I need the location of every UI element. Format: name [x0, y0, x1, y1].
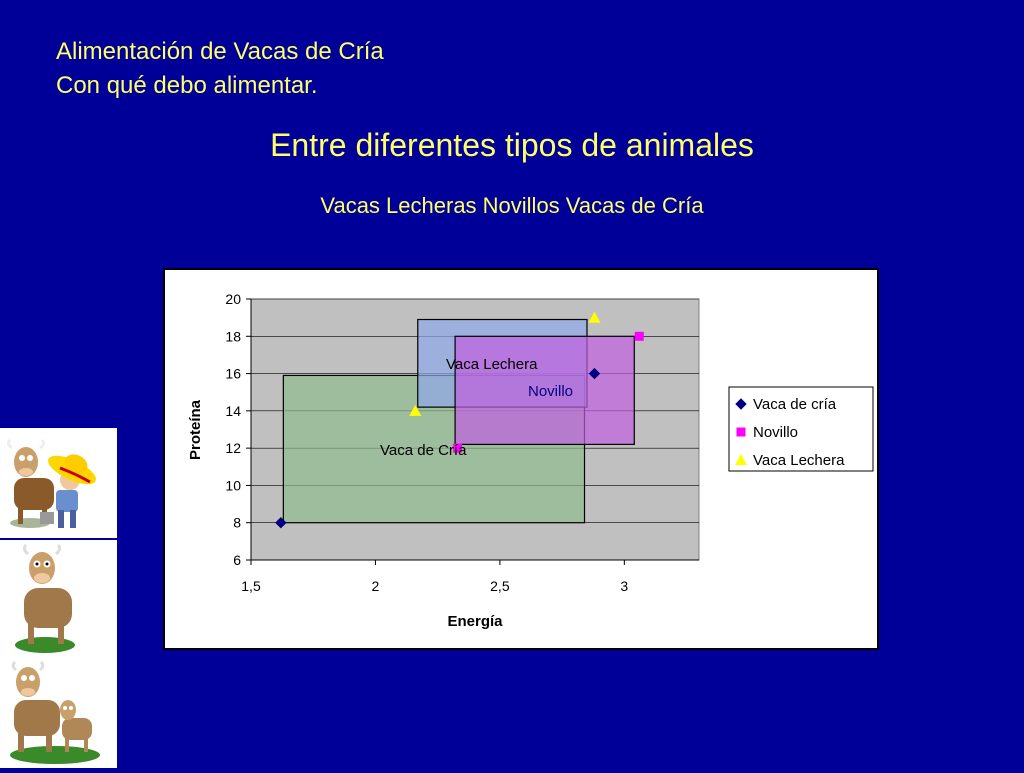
region-labels: Vaca de Cría Vaca Lechera Novillo [380, 356, 573, 459]
x-tick-label: 2 [372, 578, 380, 594]
y-tick-label: 20 [225, 291, 241, 307]
y-axis-label: Proteína [187, 399, 204, 460]
region-label: Vaca de Cría [380, 442, 467, 459]
x-tick-label: 1,5 [241, 578, 261, 594]
data-point [275, 517, 287, 529]
region-label: Vaca Lechera [446, 356, 538, 373]
data-point [634, 331, 644, 341]
legend-label: Vaca de cría [753, 396, 837, 413]
cow-farmer-illustration [0, 428, 117, 538]
data-point [588, 311, 601, 323]
data-point [409, 404, 422, 416]
slide-title-line1: Alimentación de Vacas de Cría [56, 38, 384, 65]
tick-labels: 6 8 10 12 14 16 18 20 1,5 2 2,5 3 [225, 291, 628, 594]
standing-cow-illustration [15, 543, 75, 653]
slide-heading: Entre diferentes tipos de animales [270, 127, 754, 163]
y-tick-label: 6 [233, 552, 241, 568]
y-tick-label: 10 [225, 477, 241, 493]
data-markers [275, 311, 644, 529]
region-label: Novillo [528, 383, 573, 400]
legend-label: Vaca Lechera [753, 452, 845, 469]
legend-label: Novillo [753, 424, 798, 441]
x-tick-label: 3 [620, 578, 628, 594]
data-point [588, 367, 601, 380]
legend-box [728, 386, 874, 472]
x-tick-label: 2,5 [490, 578, 510, 594]
y-tick-label: 16 [225, 366, 241, 382]
region-rectangles [282, 318, 635, 524]
slide-subheading: Vacas Lecheras Novillos Vacas de Cría [320, 193, 704, 218]
legend: Vaca de cría Novillo Vaca Lechera [728, 386, 874, 472]
region-rect [454, 335, 635, 446]
legend-marker [735, 398, 747, 410]
y-tick-label: 12 [225, 440, 241, 456]
cow-and-calf-illustration [10, 660, 100, 764]
legend-marker [736, 427, 746, 437]
y-tick-label: 18 [225, 328, 241, 344]
legend-marker [735, 454, 747, 465]
y-tick-label: 14 [225, 403, 241, 419]
cow-illustrations [0, 540, 117, 768]
slide-title-line2: Con qué debo alimentar. [56, 72, 318, 99]
y-tick-label: 8 [233, 515, 241, 531]
data-point [453, 443, 463, 453]
x-axis-label: Energía [447, 613, 503, 630]
